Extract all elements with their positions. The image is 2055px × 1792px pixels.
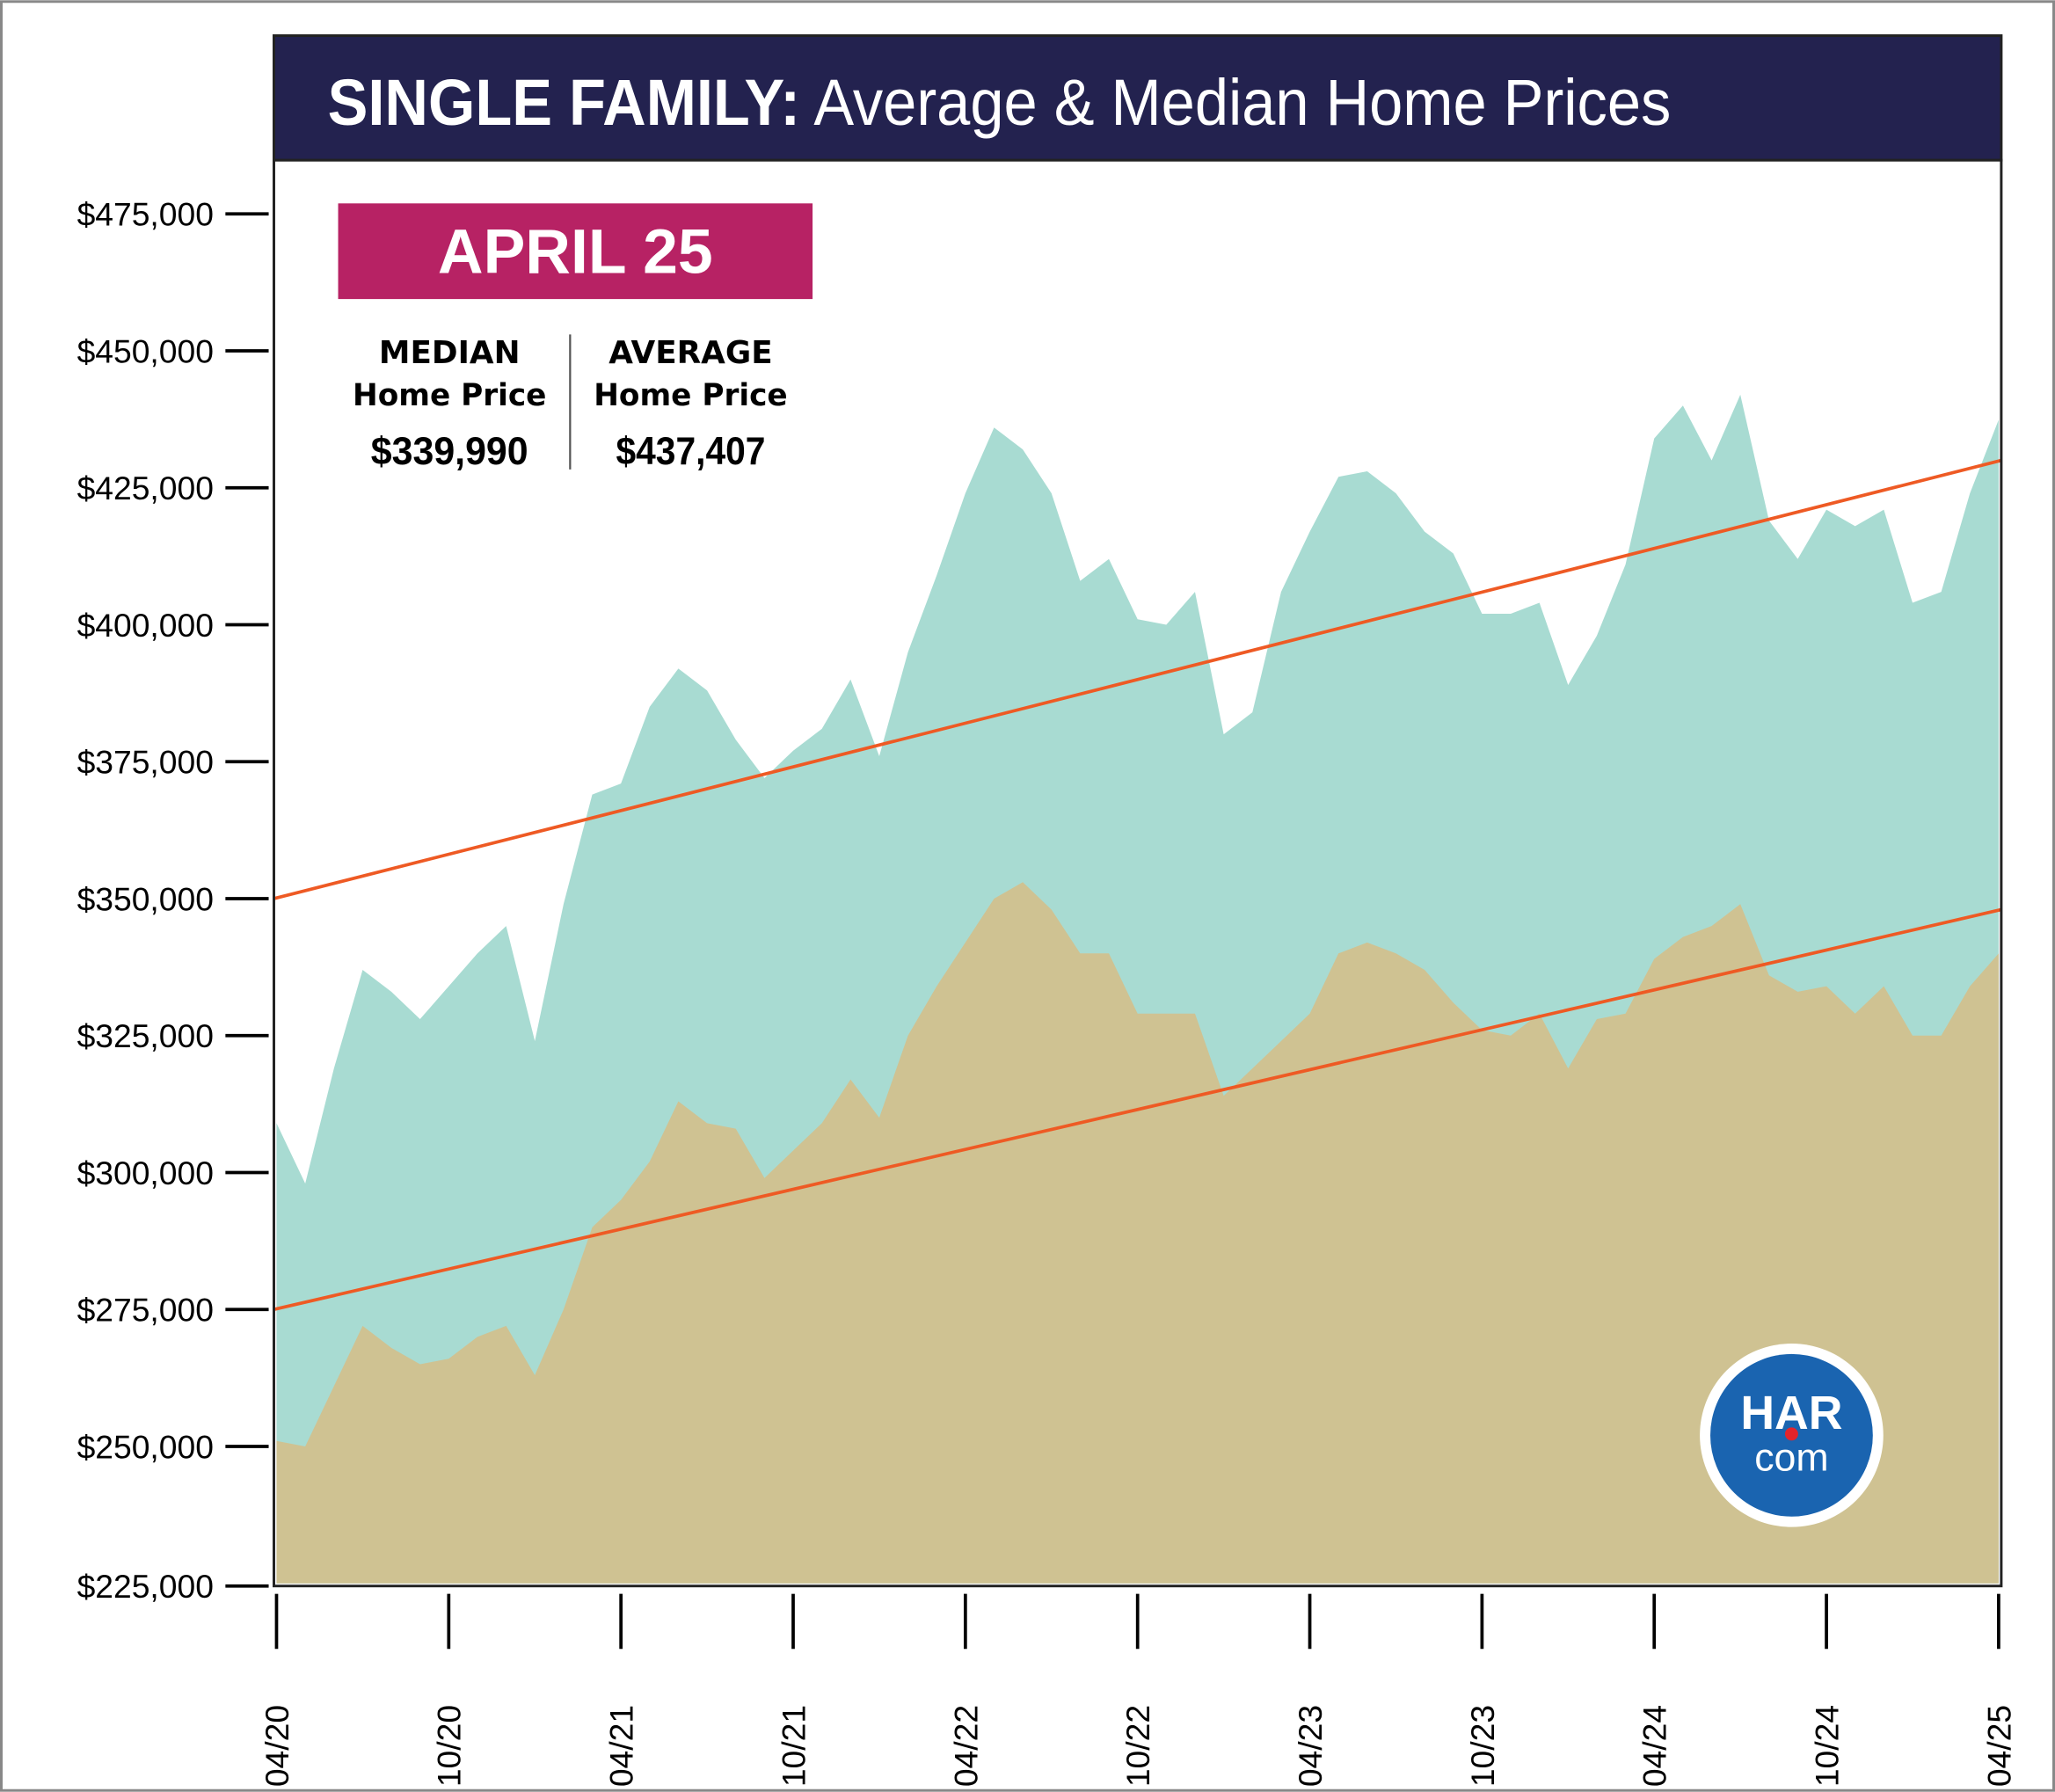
plot-area xyxy=(273,394,2002,1584)
x-tick-label: 04/25 xyxy=(1980,1705,2017,1787)
x-tick-label: 10/23 xyxy=(1464,1705,1501,1787)
x-tick-label: 10/20 xyxy=(431,1705,468,1787)
x-tick-label: 04/23 xyxy=(1292,1705,1329,1787)
average-trendline xyxy=(273,458,2002,900)
logo-dot-icon xyxy=(1784,1427,1798,1441)
y-tick-label: $350,000 xyxy=(77,880,214,917)
y-tick-label: $475,000 xyxy=(77,196,214,233)
y-tick-label: $450,000 xyxy=(77,332,214,369)
x-tick-label: 04/24 xyxy=(1636,1705,1673,1787)
median-heading: MEDIAN xyxy=(379,335,521,371)
x-tick-label: 04/22 xyxy=(947,1705,984,1787)
y-tick-label: $375,000 xyxy=(77,744,214,781)
average-subheading: Home Price xyxy=(594,378,787,413)
x-tick-label: 04/21 xyxy=(603,1705,640,1787)
x-tick-label: 10/22 xyxy=(1119,1705,1156,1787)
median-trendline xyxy=(273,907,2002,1312)
har-logo: HAR com xyxy=(1700,1343,1884,1527)
x-tick-label: 04/20 xyxy=(259,1705,295,1787)
median-subheading: Home Price xyxy=(353,378,546,413)
date-badge xyxy=(338,203,813,300)
x-tick-label: 10/24 xyxy=(1808,1705,1845,1787)
chart-title: SINGLE FAMILY: Average & Median Home Pri… xyxy=(328,66,1672,139)
title-bold: SINGLE FAMILY: xyxy=(328,66,800,139)
y-tick-label: $325,000 xyxy=(77,1017,214,1054)
y-tick-label: $300,000 xyxy=(77,1155,214,1191)
median-value: $339,990 xyxy=(371,430,528,473)
title-bar xyxy=(273,34,2003,162)
y-tick-label: $275,000 xyxy=(77,1292,214,1329)
x-tick-label: 10/21 xyxy=(775,1705,812,1787)
y-tick-label: $400,000 xyxy=(77,607,214,644)
y-tick-label: $250,000 xyxy=(77,1428,214,1465)
y-axis: $225,000 $250,000 $275,000 $300,000 $325,000… xyxy=(77,196,269,1605)
median-price-area xyxy=(276,882,1999,1584)
y-tick-label: $225,000 xyxy=(77,1568,214,1605)
logo-com: com xyxy=(1754,1437,1828,1480)
average-value: $437,407 xyxy=(616,430,766,473)
average-heading: AVERAGE xyxy=(608,335,772,371)
date-badge-label: APRIL 25 xyxy=(438,216,713,287)
y-tick-label: $425,000 xyxy=(77,470,214,506)
x-axis: 04/20 10/20 04/21 10/21 04/22 10/22 04/23 10/23… xyxy=(259,1593,2017,1787)
title-rest: Average & Median Home Prices xyxy=(800,66,1671,139)
